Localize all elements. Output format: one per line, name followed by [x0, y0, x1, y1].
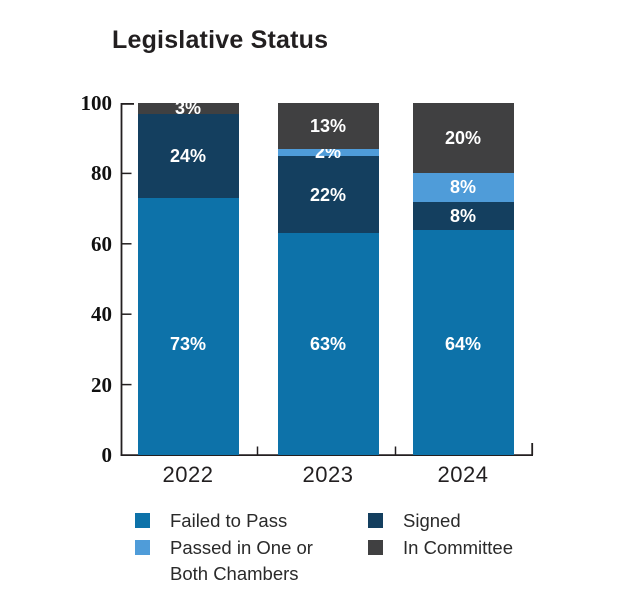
legend-swatch-signed — [368, 513, 383, 528]
bar-segment-committee-2024: 20% — [412, 103, 514, 174]
y-axis-label-40: 40 — [91, 302, 112, 327]
bar-segment-signed-2022: 24% — [137, 113, 239, 199]
legend-label: Passed in One or Both Chambers — [170, 537, 313, 584]
bar-segment-signed-2024: 8% — [412, 201, 514, 230]
bar-2022: 73% 24% 3% — [137, 99, 239, 455]
legend-swatch-in-committee — [368, 540, 383, 555]
legend-swatch-failed-to-pass — [135, 513, 150, 528]
bar-segment-committee-2022: 3% — [137, 99, 239, 117]
bar-segment-label: 20% — [444, 128, 482, 149]
bar-segment-committee-2023: 13% — [277, 103, 379, 149]
plot-area: 73% 24% 3% 63% 22% 2% 13% 64% 8% 8% 20% — [0, 99, 640, 455]
legend-item-failed-to-pass: Failed to Pass — [135, 508, 287, 534]
bar-segment-failed-2022: 73% — [137, 198, 239, 455]
legend-label: In Committee — [403, 537, 514, 558]
chart-title: Legislative Status — [112, 26, 329, 54]
legend-label: Signed — [403, 510, 461, 531]
bar-segment-passed-2023: 2% — [277, 143, 379, 161]
legend-item-passed-chambers: Passed in One or Both Chambers — [135, 535, 340, 587]
bar-segment-failed-2023: 63% — [277, 233, 379, 455]
y-axis-label-0: 0 — [101, 443, 113, 467]
bar-segment-passed-2024: 8% — [412, 173, 514, 202]
bar-segment-label: 22% — [309, 184, 347, 205]
y-axis-label-20: 20 — [91, 372, 112, 397]
x-axis-label-2022: 2022 — [162, 462, 214, 487]
bar-segment-signed-2023: 22% — [277, 155, 379, 234]
bar-segment-label: 8% — [449, 177, 476, 198]
y-axis-label-100: 100 — [80, 91, 113, 115]
x-axis-label-2023: 2023 — [302, 462, 354, 487]
bar-segment-label: 24% — [169, 145, 207, 166]
bar-segment-label: 13% — [309, 115, 347, 136]
bar-2024: 64% 8% 8% 20% — [412, 103, 514, 455]
bar-segment-label: 63% — [309, 334, 347, 354]
y-axis-label-80: 80 — [91, 161, 112, 186]
y-axis-label-60: 60 — [91, 231, 112, 256]
legend-label: Failed to Pass — [170, 510, 288, 531]
bar-segment-label: 64% — [444, 334, 482, 354]
legend-item-in-committee: In Committee — [368, 535, 513, 561]
legend-item-signed: Signed — [368, 508, 461, 534]
x-axis-label-2024: 2024 — [437, 462, 489, 487]
bar-segment-label: 8% — [449, 205, 476, 226]
bar-segment-label: 73% — [169, 334, 207, 354]
bar-segment-label: 3% — [174, 98, 201, 119]
bar-2023: 63% 22% 2% 13% — [277, 103, 379, 455]
bar-segment-failed-2024: 64% — [412, 229, 514, 455]
legend-swatch-passed-chambers — [135, 540, 150, 555]
